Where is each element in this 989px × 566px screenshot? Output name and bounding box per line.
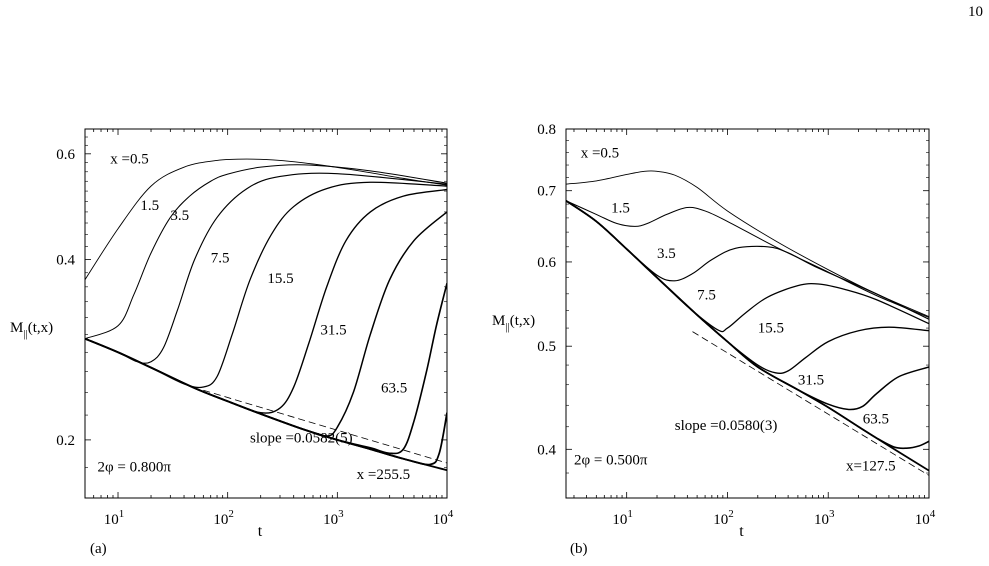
curves bbox=[566, 170, 929, 476]
y-tick-label: 0.6 bbox=[537, 255, 556, 271]
series-line bbox=[566, 200, 929, 320]
series-line bbox=[85, 211, 447, 437]
curve-annotation: x=127.5 bbox=[846, 459, 896, 475]
x-tick-label: 102 bbox=[213, 508, 234, 528]
x-tick-label: 101 bbox=[612, 508, 633, 528]
y-tick-label: 0.8 bbox=[537, 122, 556, 138]
x-axis-label: t bbox=[258, 523, 263, 540]
plot-frame bbox=[84, 128, 448, 499]
curve-annotation: slope =0.0580(3) bbox=[675, 418, 778, 434]
y-tick-label: 0.6 bbox=[56, 147, 75, 163]
curve-annotation: 3.5 bbox=[657, 246, 676, 262]
panel-label: (a) bbox=[90, 541, 107, 557]
y-tick-label: 0.7 bbox=[537, 184, 556, 200]
y-tick-label: 0.2 bbox=[56, 433, 75, 449]
panel-b: 101 102 103 104 0.4 0.5 0.6 0.7 0.8 x =0.5 1.5 3.5 7… bbox=[492, 122, 936, 557]
curve-annotation: 3.5 bbox=[170, 208, 189, 224]
series-line bbox=[566, 200, 929, 374]
x-tick-label: 104 bbox=[915, 508, 936, 528]
series-line bbox=[85, 158, 447, 280]
series-line bbox=[566, 200, 929, 472]
curve-annotation: 7.5 bbox=[697, 288, 716, 304]
series-line bbox=[85, 283, 447, 455]
curve-annotation: 15.5 bbox=[758, 321, 784, 337]
y-axis-label: M||(t,x) bbox=[492, 313, 535, 333]
curve-annotation: 63.5 bbox=[381, 380, 407, 396]
curve-annotation: 2φ = 0.500π bbox=[574, 453, 648, 469]
curve-annotation: x =0.5 bbox=[110, 152, 148, 168]
series-line bbox=[85, 172, 447, 364]
x-tick-label: 103 bbox=[323, 508, 344, 528]
x-tick-label: 104 bbox=[433, 508, 454, 528]
curve-annotation: x =0.5 bbox=[581, 146, 619, 162]
y-tick-label: 0.4 bbox=[537, 442, 556, 458]
panel-a: 101 102 103 104 0.2 0.4 0.6 x =0.5 1.5 3.5 7.5 15.5… bbox=[10, 128, 454, 557]
series-line bbox=[85, 181, 447, 389]
y-tick-label: 0.5 bbox=[537, 339, 556, 355]
y-tick-label: 0.4 bbox=[56, 252, 75, 268]
series-line bbox=[566, 200, 929, 333]
page-number: 10 bbox=[968, 4, 983, 20]
curve-annotation: slope =0.0582(5) bbox=[250, 431, 353, 447]
curve-annotation: 1.5 bbox=[140, 198, 159, 214]
series-line bbox=[85, 164, 447, 340]
curve-annotation: 63.5 bbox=[863, 411, 889, 427]
fit-line-dashed bbox=[692, 331, 929, 476]
plot-frame bbox=[565, 128, 930, 499]
curve-annotation: 31.5 bbox=[798, 373, 824, 389]
x-tick-label: 101 bbox=[104, 508, 125, 528]
curve-annotation: 15.5 bbox=[267, 271, 293, 287]
curve-annotation: 1.5 bbox=[611, 200, 630, 216]
y-axis-label: M||(t,x) bbox=[10, 320, 53, 340]
x-tick-label: 102 bbox=[713, 508, 734, 528]
curves bbox=[85, 158, 447, 472]
x-axis-label: t bbox=[739, 523, 744, 540]
series-line bbox=[85, 337, 447, 472]
curve-annotation: 31.5 bbox=[320, 322, 346, 338]
panel-label: (b) bbox=[570, 541, 588, 557]
curve-annotation: 7.5 bbox=[211, 251, 230, 267]
curve-annotation: 2φ = 0.800π bbox=[97, 460, 171, 476]
series-line bbox=[566, 170, 929, 318]
curve-annotation: x =255.5 bbox=[357, 467, 410, 483]
fit-line-dashed bbox=[203, 389, 447, 464]
series-line bbox=[566, 200, 929, 319]
x-tick-label: 103 bbox=[814, 508, 835, 528]
